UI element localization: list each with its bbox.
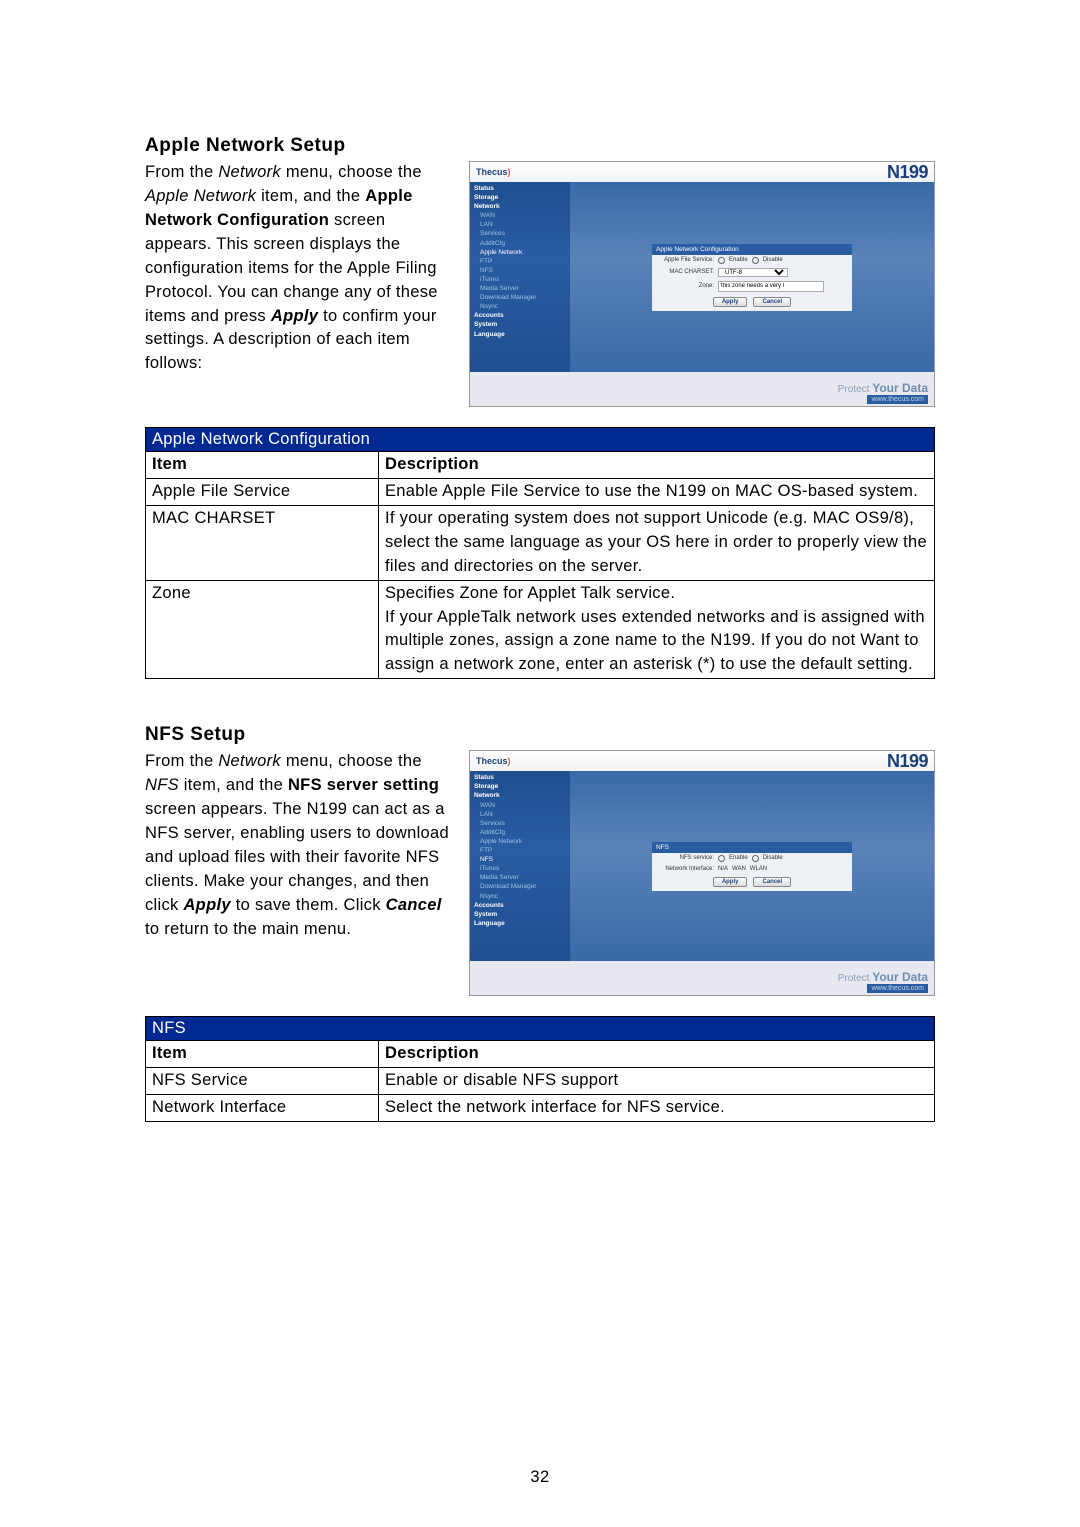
nfs-config-table: NFS Item Description NFS Service Enable … — [145, 1016, 935, 1122]
col-desc-header: Description — [379, 1041, 935, 1068]
model-label: N199 — [887, 162, 928, 183]
apple-network-body: From the Network menu, choose the Apple … — [145, 161, 455, 376]
nfs-config-panel: NFS NFS service: Enable Disable Network … — [652, 842, 852, 891]
nfs-section: NFS Setup From the Network menu, choose … — [145, 724, 935, 1122]
table-row: NFS Service Enable or disable NFS suppor… — [146, 1068, 935, 1095]
table-row: Apple File Service Enable Apple File Ser… — [146, 478, 935, 505]
col-desc-header: Description — [379, 452, 935, 479]
apple-network-section: Apple Network Setup From the Network men… — [145, 135, 935, 679]
nfs-heading: NFS Setup — [145, 724, 935, 746]
apple-table-title: Apple Network Configuration — [146, 428, 935, 452]
thecus-logo: Thecus) — [476, 167, 511, 177]
col-item-header: Item — [146, 1041, 379, 1068]
sidebar: Status Storage Network WAN LAN Services … — [470, 771, 570, 961]
table-row: Zone Specifies Zone for Applet Talk serv… — [146, 580, 935, 679]
enable-radio[interactable] — [718, 257, 725, 264]
sidebar: Status Storage Network WAN LAN Services … — [470, 182, 570, 372]
cancel-button[interactable]: Cancel — [753, 297, 791, 307]
nfs-body: From the Network menu, choose the NFS it… — [145, 750, 455, 941]
disable-radio[interactable] — [752, 257, 759, 264]
apple-panel-title: Apple Network Configuration — [652, 244, 852, 255]
nfs-screenshot: Thecus) N199 Status Storage Network WAN … — [469, 750, 935, 996]
page-number: 32 — [0, 1468, 1080, 1487]
charset-select[interactable]: UTF-8 — [718, 268, 788, 277]
cancel-button[interactable]: Cancel — [753, 877, 791, 887]
apple-network-heading: Apple Network Setup — [145, 135, 935, 157]
col-item-header: Item — [146, 452, 379, 479]
apple-config-panel: Apple Network Configuration Apple File S… — [652, 244, 852, 311]
nfs-panel-title: NFS — [652, 842, 852, 853]
apply-button[interactable]: Apply — [713, 297, 748, 307]
apply-button[interactable]: Apply — [713, 877, 748, 887]
model-label: N199 — [887, 751, 928, 772]
thecus-logo: Thecus) — [476, 756, 511, 766]
enable-radio[interactable] — [718, 855, 725, 862]
table-row: Network Interface Select the network int… — [146, 1095, 935, 1122]
table-row: MAC CHARSET If your operating system doe… — [146, 505, 935, 580]
apple-network-screenshot: Thecus) N199 Status Storage Network WAN … — [469, 161, 935, 407]
zone-input[interactable] — [718, 281, 824, 292]
apple-config-table: Apple Network Configuration Item Descrip… — [145, 427, 935, 679]
nfs-table-title: NFS — [146, 1017, 935, 1041]
disable-radio[interactable] — [752, 855, 759, 862]
